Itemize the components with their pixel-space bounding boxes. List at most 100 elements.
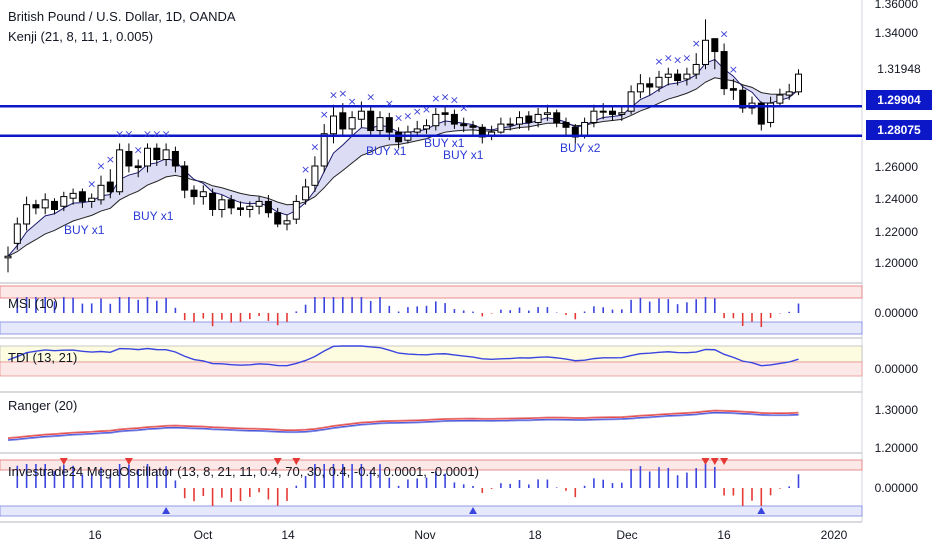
candle-body — [144, 147, 151, 167]
candle-body — [23, 204, 31, 225]
sell-x-marker: × — [459, 102, 468, 115]
sell-x-marker: × — [664, 52, 673, 65]
candle-body — [692, 63, 700, 75]
sell-x-marker: × — [366, 90, 375, 103]
candle-body — [423, 125, 430, 130]
candle-body — [767, 102, 775, 123]
sell-x-marker: × — [347, 95, 356, 108]
candle-body — [78, 191, 86, 202]
ranger-pane-label: Ranger (20) — [8, 398, 78, 413]
mega-tick: 0.00000 — [874, 481, 918, 495]
x-tick: Nov — [414, 528, 436, 542]
price-tick: 1.22000 — [874, 225, 918, 239]
candle-body — [367, 110, 375, 132]
x-tick: 18 — [528, 528, 542, 542]
sell-x-marker: × — [682, 52, 691, 65]
candle-body — [97, 184, 105, 201]
candle-body — [525, 115, 533, 123]
candle-body — [339, 112, 347, 130]
sell-x-marker: × — [134, 144, 143, 157]
ranger-band-line — [7, 410, 799, 439]
candle-body — [69, 192, 77, 199]
candle-body — [562, 121, 570, 128]
candle-body — [190, 189, 198, 198]
price-tick: 1.24000 — [874, 192, 918, 206]
candle-body — [729, 88, 737, 91]
candle-body — [720, 51, 728, 90]
x-tick: 16 — [88, 528, 102, 542]
candle-body — [320, 133, 328, 167]
ranger-band-line — [7, 412, 799, 442]
sell-x-marker: × — [394, 111, 403, 124]
candle-body — [534, 113, 542, 123]
sell-x-marker: × — [87, 177, 96, 190]
buy-signal-label: BUY x1 — [424, 136, 465, 150]
candle-body — [776, 94, 784, 104]
candle-body — [618, 112, 626, 115]
sell-x-marker: × — [310, 140, 319, 153]
ranger-tick: 1.30000 — [874, 403, 918, 417]
tdi-low-zone — [0, 361, 863, 377]
sell-x-marker: × — [115, 127, 124, 140]
candle-body — [683, 73, 691, 80]
candle-body — [664, 73, 672, 78]
candle-body — [497, 123, 505, 133]
candle-body — [441, 112, 449, 115]
candle-body — [636, 83, 644, 93]
candle-body — [376, 117, 384, 132]
candle-body — [283, 220, 291, 225]
candle-body — [385, 117, 393, 133]
buy-signal-label: BUY x1 — [133, 209, 174, 223]
last-price-tag: 1.31948 — [866, 59, 932, 79]
sell-x-marker: × — [106, 153, 115, 166]
candle-body — [581, 121, 589, 136]
mega-sell-arrow — [701, 458, 710, 465]
mega-buy-arrow — [757, 507, 766, 514]
indicator-title: Kenji (21, 8, 11, 1, 0.005) — [8, 29, 154, 44]
ranger-band-line — [7, 409, 799, 439]
candle-body — [609, 110, 616, 115]
candle-body — [116, 149, 124, 193]
price-tick: 1.34000 — [874, 26, 918, 40]
candle-body — [711, 38, 719, 53]
candle-body — [785, 91, 793, 96]
candle-body — [413, 128, 421, 133]
x-tick: 14 — [281, 528, 295, 542]
candle-body — [51, 200, 58, 210]
candle-body — [506, 123, 514, 126]
candle-body — [469, 125, 477, 128]
price-tick: 1.26000 — [874, 160, 918, 174]
mega-sell-arrow — [710, 458, 719, 465]
price-tick: 1.20000 — [874, 256, 918, 270]
candle-body — [32, 204, 40, 209]
candle-body — [357, 110, 365, 120]
candle-body — [739, 89, 747, 109]
candle-body — [646, 83, 654, 88]
candle-body — [162, 149, 170, 161]
candle-body — [590, 110, 598, 123]
sell-x-marker: × — [719, 28, 728, 41]
mega-pane-label: Investrade24 MegaOscillator (13, 8, 21, … — [8, 464, 479, 479]
candle-body — [88, 197, 96, 202]
msi-pane-label: MSI (10) — [8, 296, 58, 311]
candle-body — [450, 113, 458, 125]
mega-sell-arrow — [273, 458, 282, 465]
sell-x-marker: × — [729, 63, 738, 76]
candle-body — [134, 165, 142, 169]
sell-x-marker: × — [422, 103, 431, 116]
tdi-pane-label: TDI (13, 21) — [8, 350, 78, 365]
mega-sell-arrow — [59, 458, 68, 465]
candle-body — [795, 73, 802, 93]
candle-body — [674, 73, 682, 82]
candle-body — [655, 76, 663, 88]
candle-body — [171, 150, 179, 167]
level-price-tag-1: 1.29904 — [866, 90, 932, 110]
x-tick: Dec — [616, 528, 638, 542]
x-tick: 2020 — [820, 528, 848, 542]
candle-body — [199, 191, 207, 198]
buy-signal-label: BUY x1 — [366, 144, 407, 158]
sell-x-marker: × — [431, 92, 440, 105]
sell-x-marker: × — [673, 53, 682, 66]
candle-body — [627, 91, 635, 112]
mega-sell-arrow — [292, 458, 301, 465]
